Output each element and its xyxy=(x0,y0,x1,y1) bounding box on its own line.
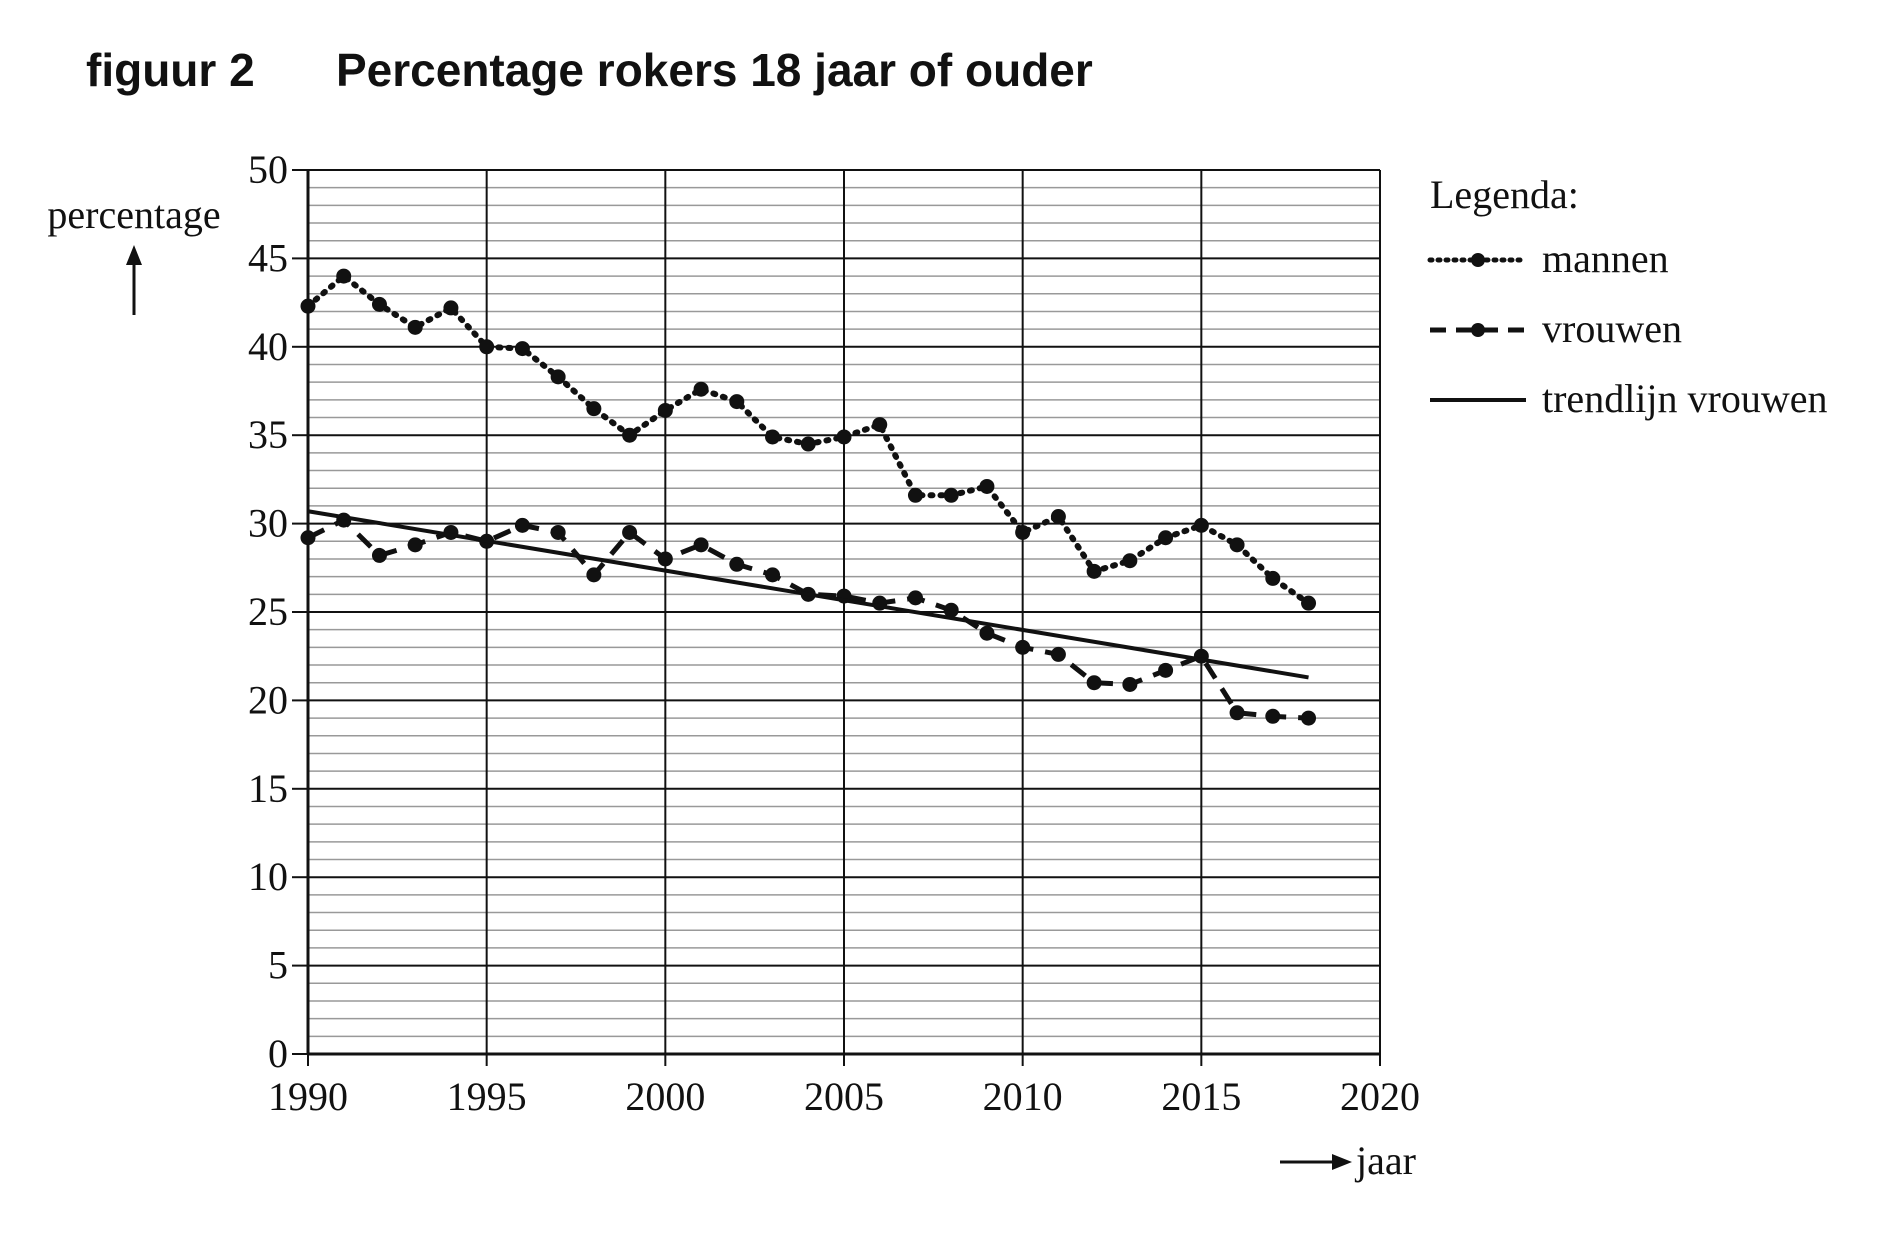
data-point-mannen xyxy=(1122,553,1138,569)
ticks: 0 5 10 15 20 25 30 35 40 45 50 1990 1995 2000 2005 2010… xyxy=(248,147,1420,1119)
data-point-mannen xyxy=(443,300,459,316)
x-tick-label: 2020 xyxy=(1340,1074,1420,1119)
data-point-mannen xyxy=(836,429,852,445)
data-point-mannen xyxy=(1050,509,1066,525)
figure-label: figuur 2 xyxy=(86,44,255,96)
x-tick-label: 2010 xyxy=(983,1074,1063,1119)
data-point-mannen xyxy=(1265,570,1281,586)
data-point-mannen xyxy=(1158,530,1174,546)
y-tick-label: 15 xyxy=(248,766,288,811)
data-point-vrouwen xyxy=(586,567,602,583)
data-point-mannen xyxy=(1015,524,1031,540)
x-axis-arrow-icon xyxy=(1280,1154,1352,1170)
series xyxy=(300,268,1317,726)
data-point-mannen xyxy=(514,341,530,357)
data-point-mannen xyxy=(371,296,387,312)
x-tick-label: 1995 xyxy=(447,1074,527,1119)
y-tick-label: 0 xyxy=(268,1031,288,1076)
data-point-mannen xyxy=(729,394,745,410)
data-point-vrouwen xyxy=(1086,675,1102,691)
series-line-vrouwen xyxy=(306,517,1309,721)
data-point-mannen xyxy=(300,298,316,314)
x-tick-label: 1990 xyxy=(268,1074,348,1119)
data-point-vrouwen xyxy=(765,567,781,583)
legend-label-mannen: mannen xyxy=(1542,236,1669,281)
data-point-vrouwen xyxy=(550,524,566,540)
data-point-vrouwen xyxy=(407,537,423,553)
data-point-mannen xyxy=(1229,537,1245,553)
data-point-mannen xyxy=(979,478,995,494)
data-point-vrouwen xyxy=(1229,705,1245,721)
data-point-mannen xyxy=(586,401,602,417)
y-tick-label: 35 xyxy=(248,412,288,457)
y-tick-label: 30 xyxy=(248,501,288,546)
data-point-vrouwen xyxy=(979,625,995,641)
y-axis-label: percentage xyxy=(47,192,220,237)
data-point-vrouwen xyxy=(1301,710,1317,726)
data-point-vrouwen xyxy=(693,537,709,553)
data-point-mannen xyxy=(800,436,816,452)
x-tick-label: 2005 xyxy=(804,1074,884,1119)
legend: Legenda: mannen vrouwen trendlijn vrouwe… xyxy=(1427,172,1828,421)
x-axis-label: jaar xyxy=(1354,1138,1416,1183)
data-point-mannen xyxy=(407,319,423,335)
data-point-mannen xyxy=(943,487,959,503)
data-point-mannen xyxy=(550,369,566,385)
data-point-vrouwen xyxy=(943,602,959,618)
data-point-mannen xyxy=(872,417,888,433)
data-point-vrouwen xyxy=(1015,639,1031,655)
legend-marker-vrouwen xyxy=(1471,323,1485,337)
y-tick-label: 25 xyxy=(248,589,288,634)
data-point-mannen xyxy=(622,427,638,443)
data-point-vrouwen xyxy=(907,590,923,606)
data-point-mannen xyxy=(479,339,495,355)
y-axis-arrow-icon xyxy=(126,245,142,315)
data-point-vrouwen xyxy=(1265,708,1281,724)
chart-title: Percentage rokers 18 jaar of ouder xyxy=(336,44,1093,96)
series-line-trendlijn-vrouwen xyxy=(307,509,1309,680)
x-tick-label: 2000 xyxy=(625,1074,705,1119)
x-tick-label: 2015 xyxy=(1161,1074,1241,1119)
data-point-mannen xyxy=(336,268,352,284)
data-point-vrouwen xyxy=(371,547,387,563)
data-point-vrouwen xyxy=(729,556,745,572)
legend-marker-mannen xyxy=(1471,253,1485,267)
grid xyxy=(306,169,1381,1056)
y-tick-label: 10 xyxy=(248,854,288,899)
data-point-vrouwen xyxy=(300,530,316,546)
data-point-vrouwen xyxy=(622,524,638,540)
y-tick-label: 40 xyxy=(248,324,288,369)
y-tick-label: 5 xyxy=(268,943,288,988)
data-point-vrouwen xyxy=(514,517,530,533)
data-point-mannen xyxy=(1301,595,1317,611)
data-point-vrouwen xyxy=(657,551,673,567)
legend-label-vrouwen: vrouwen xyxy=(1542,306,1682,351)
legend-title: Legenda: xyxy=(1430,172,1579,217)
data-point-mannen xyxy=(693,381,709,397)
data-point-vrouwen xyxy=(1122,676,1138,692)
y-tick-label: 45 xyxy=(248,235,288,280)
data-point-mannen xyxy=(657,402,673,418)
data-point-mannen xyxy=(1193,517,1209,533)
legend-label-trendlijn: trendlijn vrouwen xyxy=(1542,376,1828,421)
data-point-mannen xyxy=(765,429,781,445)
data-point-mannen xyxy=(1086,563,1102,579)
y-tick-label: 20 xyxy=(248,677,288,722)
data-point-vrouwen xyxy=(1050,646,1066,662)
y-tick-label: 50 xyxy=(248,147,288,192)
data-point-mannen xyxy=(907,487,923,503)
data-point-vrouwen xyxy=(1158,662,1174,678)
